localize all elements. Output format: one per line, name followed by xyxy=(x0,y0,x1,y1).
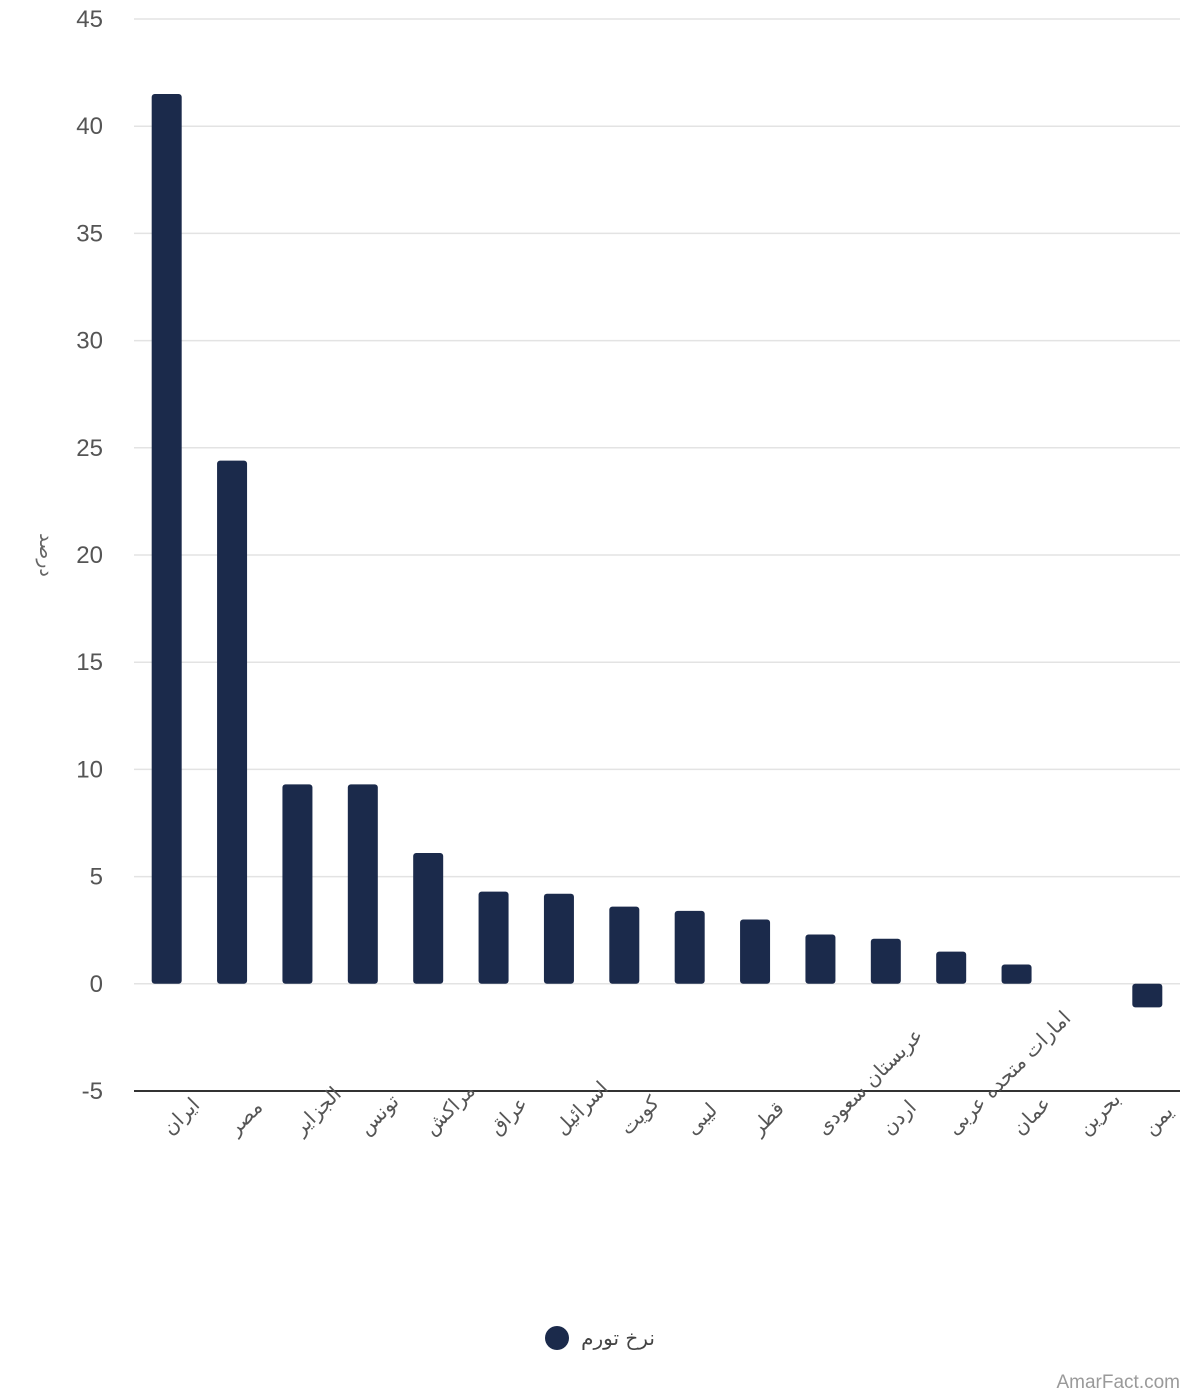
x-tick-label: ایران xyxy=(157,1093,204,1140)
bar xyxy=(347,784,378,984)
x-tick-label: بحرین xyxy=(1073,1087,1126,1140)
x-axis-labels: ایران مصر الجزایر تونس مراکش عراق اسرائیل کویت ل… xyxy=(157,1006,1177,1140)
legend-swatch xyxy=(545,1326,570,1350)
y-tick-label: 0 xyxy=(90,971,103,998)
y-tick-label: -5 xyxy=(82,1078,103,1105)
bar xyxy=(151,94,182,984)
x-tick-label: تونس xyxy=(353,1089,403,1139)
bar xyxy=(478,891,509,984)
bar xyxy=(413,853,444,984)
x-tick-label: مصر xyxy=(222,1095,267,1140)
y-tick-label: 15 xyxy=(76,649,103,676)
x-tick-label: اردن xyxy=(876,1095,920,1139)
y-tick-label: 25 xyxy=(76,435,103,462)
bar xyxy=(1001,964,1032,984)
x-tick-label: عمان xyxy=(1007,1091,1055,1139)
legend-label: نرخ تورم xyxy=(581,1326,655,1350)
legend: نرخ تورم xyxy=(0,1326,1200,1350)
bar xyxy=(1132,983,1163,1008)
y-axis-ticks: -5 0 5 10 15 20 25 30 35 40 45 xyxy=(76,6,103,1105)
y-tick-label: 20 xyxy=(76,542,103,569)
y-tick-label: 5 xyxy=(90,864,103,891)
y-tick-label: 45 xyxy=(76,6,103,33)
y-tick-label: 35 xyxy=(76,220,103,247)
bar xyxy=(282,784,313,984)
bar xyxy=(805,934,836,984)
bar xyxy=(609,906,640,984)
x-tick-label: امارات متحده عربی xyxy=(942,1006,1076,1140)
y-tick-label: 40 xyxy=(76,113,103,140)
x-tick-label: مراکش xyxy=(419,1078,480,1139)
x-tick-label: اسرائیل xyxy=(550,1076,613,1139)
y-tick-label: 30 xyxy=(76,328,103,355)
x-tick-label: یمن xyxy=(1138,1100,1178,1140)
bars xyxy=(151,94,1163,1008)
x-tick-label: کویت xyxy=(615,1090,664,1139)
bar xyxy=(870,938,901,984)
x-tick-label: لیبی xyxy=(680,1098,722,1140)
y-axis-title: درصد xyxy=(35,533,57,577)
bar xyxy=(936,951,967,984)
x-tick-label: عراق xyxy=(484,1091,532,1139)
bar xyxy=(740,919,771,984)
bar xyxy=(217,460,248,984)
bar xyxy=(543,893,574,984)
x-tick-label: قطر xyxy=(745,1096,789,1140)
bar xyxy=(674,910,705,984)
watermark: AmarFact.com xyxy=(1056,1372,1180,1393)
y-tick-label: 10 xyxy=(76,756,103,783)
